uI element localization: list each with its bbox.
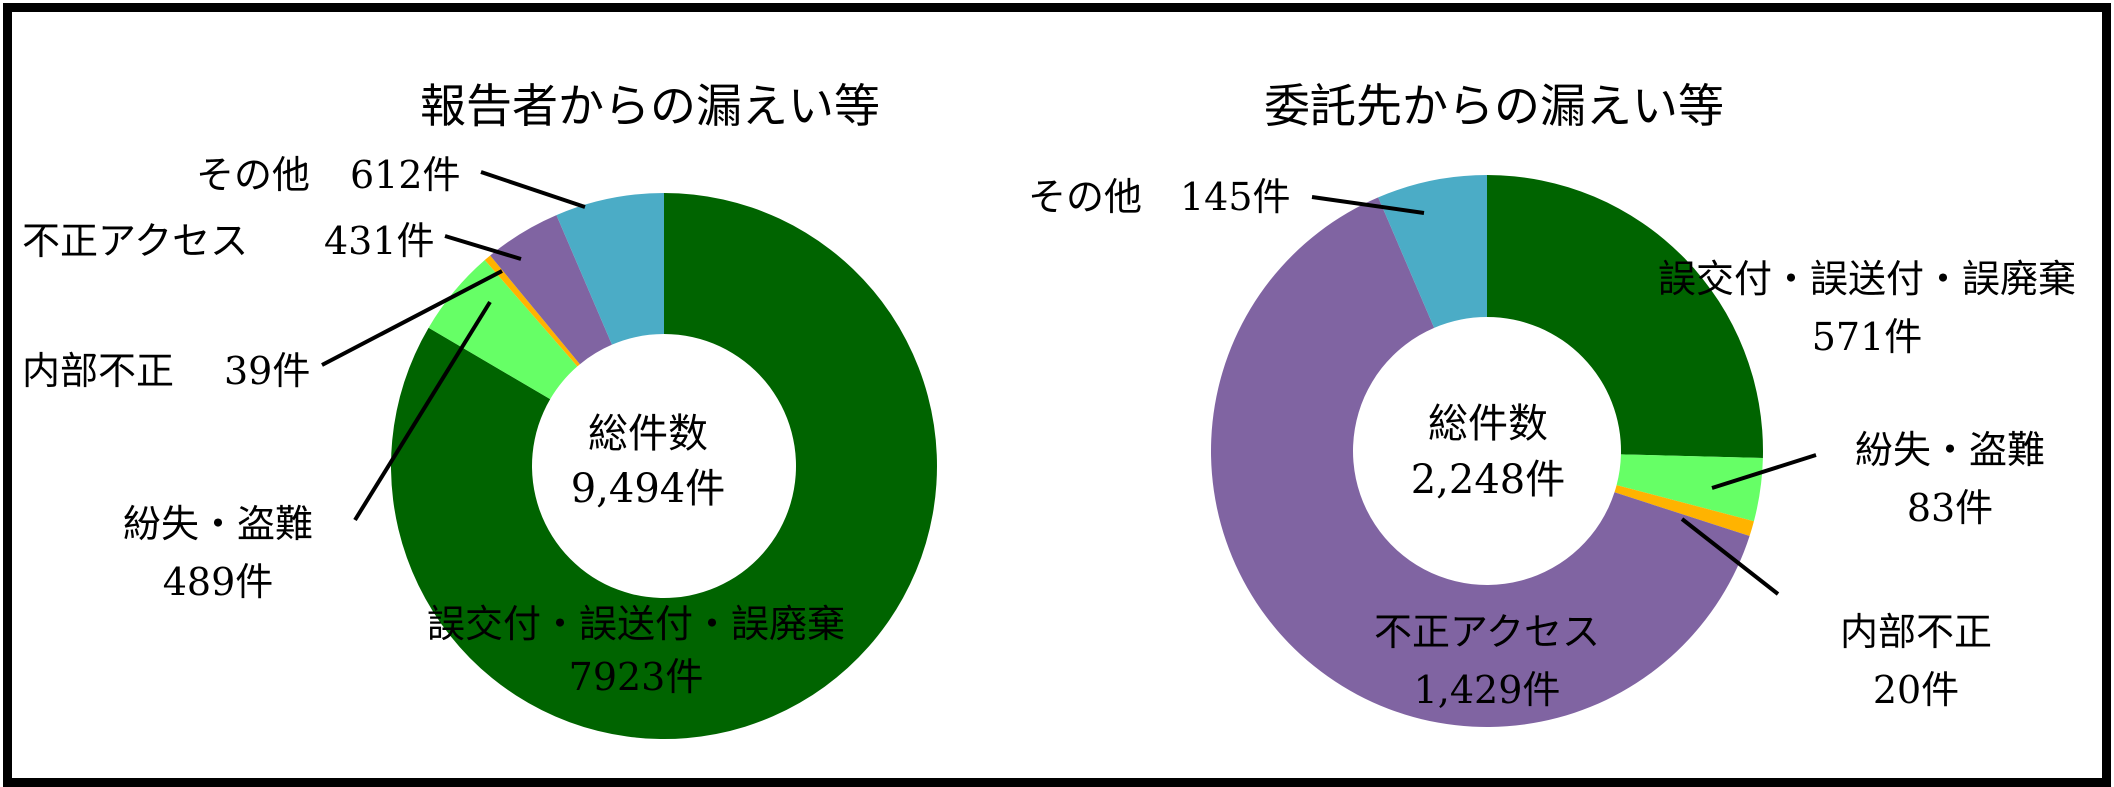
slice-label-loss-theft: 紛失・盗難 489件 [123,502,313,604]
leader-line-internal-fraud [321,269,503,367]
slice-label-loss-theft: 紛失・盗難 83件 [1855,428,2045,530]
slice-name: 不正アクセス [22,219,248,263]
slice-label-other: その他 612件 [196,153,461,197]
slice-name: その他 [1028,175,1142,219]
slice-other [1378,175,1487,328]
slice-label-internal-fraud: 内部不正 39件 [22,349,310,393]
chart-reporter: 報告者からの漏えい等 その他 612件 不正アクセス 431件 内部不正 39件… [22,79,937,739]
center-value: 2,248件 [1411,457,1566,503]
slice-loss-theft [1616,454,1763,522]
leader-line-loss-theft [1711,453,1817,490]
slice-name: 内部不正 [1840,610,1992,654]
slice-value: 431件 [324,219,435,263]
slice-label-unauthorized-access: 不正アクセス 431件 [22,219,435,263]
slice-name: その他 [196,153,310,197]
slice-name: 誤交付・誤送付・誤廃棄 [1658,257,2076,301]
slice-misdelivery [1487,175,1764,458]
slice-unauthorized-access [1211,197,1750,727]
leader-line-other [480,170,586,209]
slice-internal-fraud [484,255,580,367]
leader-line-other [1311,195,1425,215]
leader-line-internal-fraud [1680,517,1780,596]
slice-name: 内部不正 [22,349,174,393]
slice-value: 145件 [1180,175,1291,219]
leader-line-unauthorized-access [444,234,522,261]
slice-label-misdelivery: 誤交付・誤送付・誤廃棄 571件 [1658,257,2076,359]
center-label: 総件数 [1428,401,1548,447]
slice-name: 誤交付・誤送付・誤廃棄 [427,602,845,646]
slice-label-internal-fraud: 内部不正 20件 [1840,610,1992,712]
slice-name: 不正アクセス [1374,610,1600,654]
center-label: 総件数 [588,411,708,457]
slice-loss-theft [428,260,578,400]
slice-internal-fraud [1614,485,1754,536]
leader-lines [1311,195,1817,596]
slice-name: 紛失・盗難 [123,502,313,546]
slice-label-other: その他 145件 [1028,175,1291,219]
slice-unauthorized-access [490,215,612,365]
slice-misdelivery [391,193,937,739]
slices [391,193,937,739]
slice-name: 紛失・盗難 [1855,428,2045,472]
slices [1211,175,1764,727]
slice-value: 612件 [350,153,461,197]
slice-value: 39件 [224,349,310,393]
slice-label-misdelivery: 誤交付・誤送付・誤廃棄 7923件 [427,602,845,699]
chart-contractor: 委託先からの漏えい等 その他 145件 誤交付・誤送付・誤廃棄 571件 紛失・… [1028,79,2076,727]
chart-title: 委託先からの漏えい等 [1264,79,1724,133]
chart-title: 報告者からの漏えい等 [420,79,880,133]
slice-other [556,193,664,345]
slice-value: 83件 [1907,486,1993,530]
center-value: 9,494件 [571,466,726,512]
slice-value: 1,429件 [1414,668,1561,712]
leader-line-loss-theft [353,300,492,522]
slice-label-unauthorized-access: 不正アクセス 1,429件 [1374,610,1600,712]
slice-value: 571件 [1812,315,1923,359]
leader-lines [321,170,586,522]
chart-frame [3,3,2111,787]
slice-value: 20件 [1873,668,1959,712]
slice-value: 7923件 [569,655,704,699]
slice-value: 489件 [163,560,274,604]
